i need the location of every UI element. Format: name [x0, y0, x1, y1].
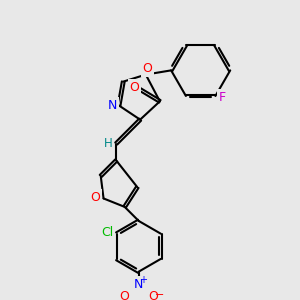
- Text: +: +: [140, 274, 148, 284]
- Text: N: N: [108, 99, 118, 112]
- Text: O: O: [148, 290, 158, 300]
- Text: O: O: [91, 190, 100, 203]
- Text: O: O: [120, 290, 130, 300]
- Text: −: −: [155, 290, 164, 300]
- Text: O: O: [142, 62, 152, 76]
- Text: F: F: [219, 91, 226, 104]
- Text: Cl: Cl: [101, 226, 113, 239]
- Text: N: N: [134, 278, 143, 291]
- Text: H: H: [103, 137, 112, 150]
- Text: O: O: [130, 81, 140, 94]
